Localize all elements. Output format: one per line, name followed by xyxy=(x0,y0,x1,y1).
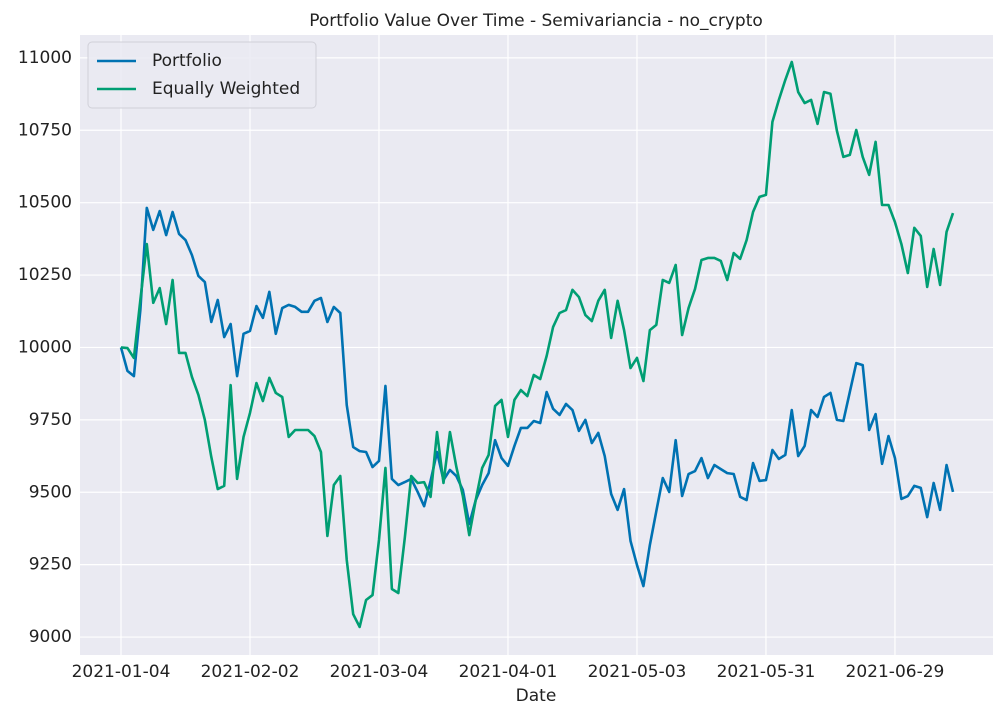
legend-box xyxy=(87,41,317,109)
y-tick-label: 10750 xyxy=(18,120,72,140)
x-tick-label: 2021-06-29 xyxy=(846,662,945,682)
x-tick-label: 2021-04-01 xyxy=(459,662,558,682)
x-tick-label: 2021-03-04 xyxy=(330,662,429,682)
legend-label: Equally Weighted xyxy=(152,79,300,99)
x-axis-label: Date xyxy=(516,686,557,706)
y-tick-label: 10500 xyxy=(18,193,72,213)
legend-label: Portfolio xyxy=(152,51,222,71)
y-tick-label: 10250 xyxy=(18,265,72,285)
y-tick-label: 10000 xyxy=(18,337,72,357)
x-tick-label: 2021-05-03 xyxy=(588,662,687,682)
y-tick-label: 9250 xyxy=(29,555,72,575)
x-tick-label: 2021-02-02 xyxy=(201,662,300,682)
x-tick-label: 2021-01-04 xyxy=(72,662,171,682)
chart-title: Portfolio Value Over Time - Semivarianci… xyxy=(309,11,763,31)
plot-area xyxy=(80,35,993,655)
y-tick-label: 11000 xyxy=(18,48,72,68)
series-line xyxy=(120,60,955,629)
y-tick-label: 9500 xyxy=(29,482,72,502)
y-tick-label: 9750 xyxy=(29,410,72,430)
y-tick-label: 9000 xyxy=(29,627,72,647)
series-line xyxy=(119,206,955,588)
x-tick-label: 2021-05-31 xyxy=(717,662,816,682)
